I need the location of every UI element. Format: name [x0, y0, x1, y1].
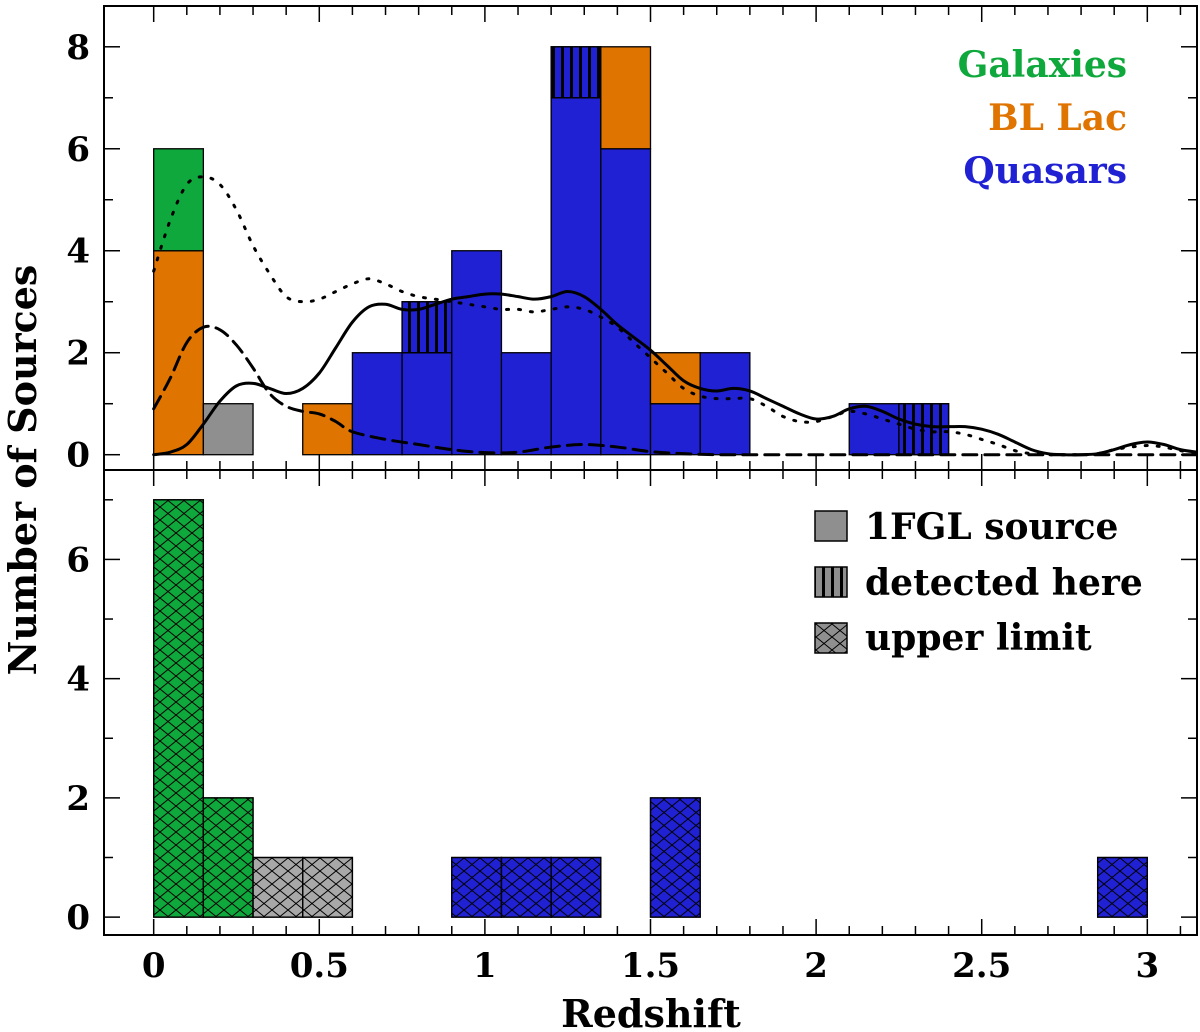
bottom-bar-1-seg-0-upper-hatch — [202, 797, 254, 918]
top-bar-10-seg-0 — [699, 352, 751, 456]
bottom-ytick-label-2: 2 — [66, 779, 90, 819]
top-bar-6-seg-0 — [500, 352, 552, 456]
y-axis-label: Number of Sources — [0, 265, 45, 676]
top-bar-8-seg-1 — [600, 46, 652, 150]
top-ytick-label-4: 4 — [66, 232, 90, 272]
class-legend-galaxies: Galaxies — [958, 44, 1127, 86]
legend-swatch-upper-hatch — [814, 622, 848, 654]
xtick-label-1.5: 1.5 — [621, 946, 680, 986]
bottom-bar-2-seg-0-upper-hatch — [252, 856, 304, 918]
x-axis-label: Redshift — [561, 991, 741, 1032]
curve-dashed — [152, 324, 1197, 457]
bottom-bar-6-seg-0-upper-hatch — [550, 856, 602, 918]
class-legend: Galaxies BL Lac Quasars — [958, 44, 1127, 192]
top-ytick-label-2: 2 — [66, 334, 90, 374]
legend-swatch-detected-hatch — [814, 566, 848, 598]
legend-label-1fgl: 1FGL source — [865, 506, 1118, 548]
x-tick-labels: 0 0.5 1 1.5 2 2.5 3 — [142, 946, 1159, 986]
top-y-tick-labels: 0 2 4 6 8 — [66, 28, 90, 476]
curve-dotted — [152, 175, 1197, 457]
xtick-label-0: 0 — [142, 946, 166, 986]
top-bar-11-seg-0 — [848, 403, 900, 456]
bottom-bar-4-seg-0-upper-hatch — [451, 856, 503, 918]
bottom-ytick-label-0: 0 — [66, 898, 90, 938]
bottom-ytick-label-4: 4 — [66, 660, 90, 700]
xtick-label-0.5: 0.5 — [290, 946, 349, 986]
top-bars — [153, 46, 950, 456]
top-ytick-label-6: 6 — [66, 130, 90, 170]
class-legend-bllac: BL Lac — [988, 97, 1127, 139]
top-bar-7-seg-0 — [550, 97, 602, 456]
top-bar-8-seg-0 — [600, 148, 652, 456]
top-bar-4-seg-0 — [401, 352, 453, 456]
bottom-bars — [153, 499, 1148, 918]
curve-solid — [152, 290, 1197, 457]
top-bar-0-seg-1 — [153, 148, 205, 252]
top-bar-5-seg-0 — [451, 250, 503, 456]
bottom-bar-3-seg-0-upper-hatch — [302, 856, 354, 918]
xtick-label-2.5: 2.5 — [952, 946, 1011, 986]
xtick-label-3: 3 — [1135, 946, 1159, 986]
bottom-bar-0-seg-0-upper-hatch — [153, 499, 205, 918]
pattern-legend: 1FGL source detected here upper limit — [814, 506, 1143, 659]
bottom-plot-frame — [103, 469, 1198, 936]
bottom-y-tick-labels: 0 2 4 6 — [66, 540, 90, 938]
top-bar-7-seg-1-detected-hatch — [550, 46, 602, 99]
top-bar-0-seg-0 — [153, 250, 205, 456]
top-ytick-label-0: 0 — [66, 436, 90, 476]
bottom-bar-8-seg-0-upper-hatch — [1096, 856, 1148, 918]
bottom-panel: 0 2 4 6 0 0.5 1 1.5 2 2.5 3 1FGL source detected … — [66, 469, 1198, 986]
top-bar-9-seg-1 — [649, 352, 701, 405]
xtick-label-2: 2 — [804, 946, 828, 986]
legend-label-detected: detected here — [865, 562, 1143, 604]
top-axis-ticks — [104, 6, 1197, 470]
top-panel: 0 2 4 6 8 Galaxies BL Lac Quasars — [66, 5, 1198, 476]
bottom-bar-7-seg-0-upper-hatch — [649, 797, 701, 918]
top-bar-3-seg-0 — [351, 352, 403, 456]
top-ytick-label-8: 8 — [66, 28, 90, 68]
top-curves — [152, 175, 1197, 457]
bottom-axis-ticks — [104, 470, 1197, 935]
class-legend-quasars: Quasars — [963, 150, 1127, 192]
bottom-bar-5-seg-0-upper-hatch — [500, 856, 552, 918]
xtick-label-1: 1 — [473, 946, 497, 986]
top-bar-9-seg-0 — [649, 403, 701, 456]
legend-label-upper: upper limit — [865, 617, 1092, 659]
legend-swatch-1fgl — [814, 510, 848, 542]
top-bar-12-seg-0-detected-hatch — [898, 403, 950, 456]
bottom-ytick-label-6: 6 — [66, 540, 90, 580]
